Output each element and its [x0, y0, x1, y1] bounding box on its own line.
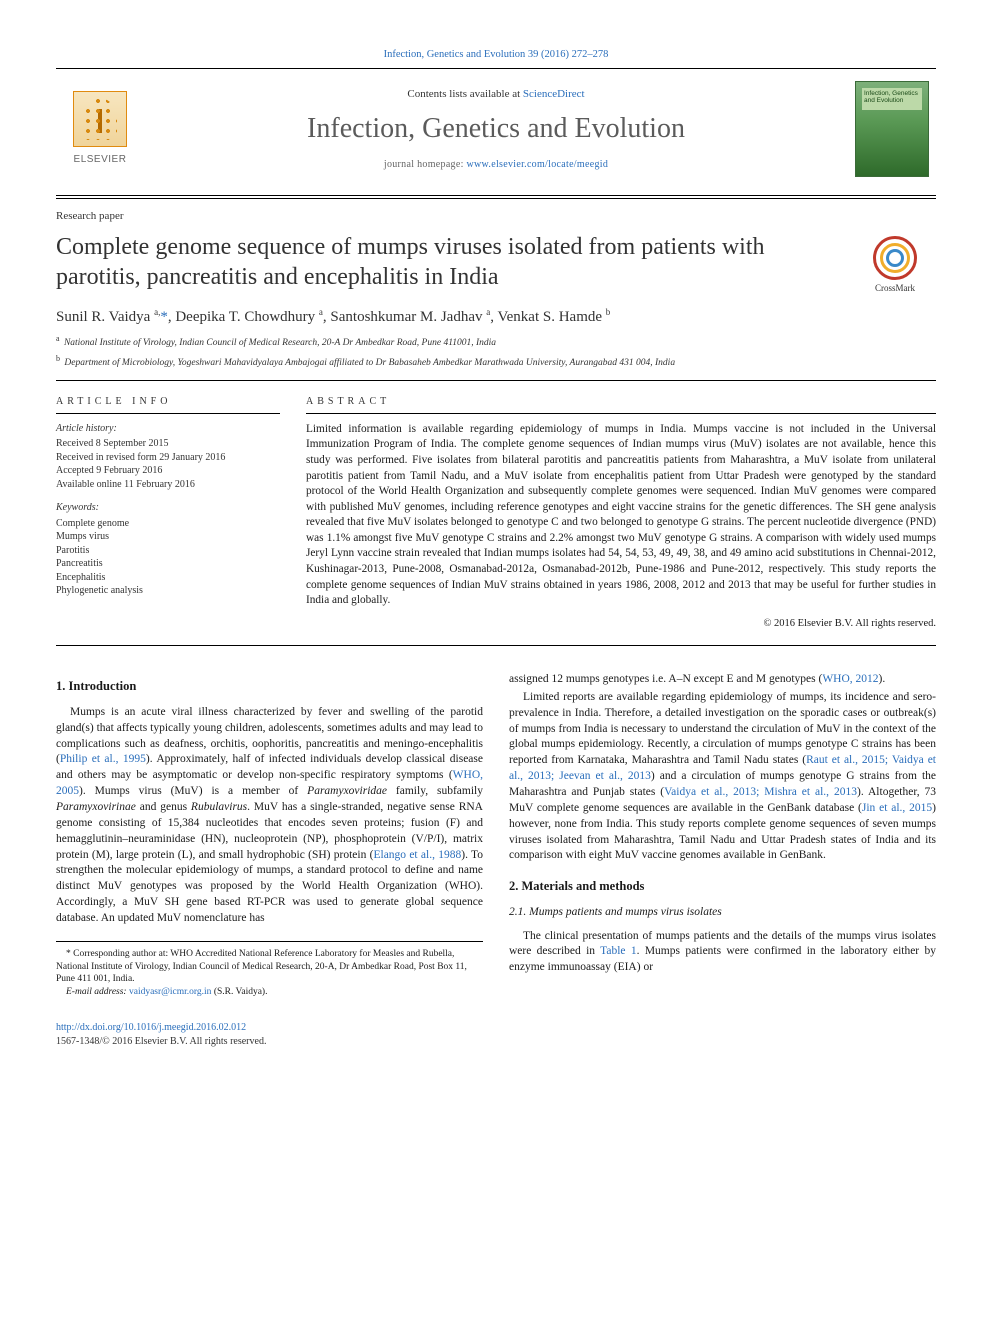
keyword: Mumps virus	[56, 530, 280, 544]
sciencedirect-link[interactable]: ScienceDirect	[523, 88, 585, 100]
history-line: Received in revised form 29 January 2016	[56, 451, 280, 465]
history-label: Article history:	[56, 422, 280, 436]
rule-top	[56, 68, 936, 69]
body-column-left: 1. Introduction Mumps is an acute viral …	[56, 672, 483, 1048]
keyword: Phylogenetic analysis	[56, 584, 280, 598]
running-head: Infection, Genetics and Evolution 39 (20…	[56, 48, 936, 62]
crossmark-icon	[873, 236, 917, 280]
authors-line: Sunil R. Vaidya a,*, Deepika T. Chowdhur…	[56, 306, 936, 327]
rule-header-bottom-1	[56, 195, 936, 196]
article-info-block: article info Article history: Received 8…	[56, 395, 280, 631]
journal-title: Infection, Genetics and Evolution	[162, 110, 830, 148]
journal-cover-thumb: Infection, Genetics and Evolution	[848, 79, 936, 179]
paragraph: Mumps is an acute viral illness characte…	[56, 705, 483, 927]
history-line: Available online 11 February 2016	[56, 478, 280, 492]
keyword: Pancreatitis	[56, 557, 280, 571]
contents-line: Contents lists available at ScienceDirec…	[162, 87, 830, 102]
rule-below-abstract	[56, 645, 936, 646]
section-2-heading: 2. Materials and methods	[509, 878, 936, 895]
journal-homepage-link[interactable]: www.elsevier.com/locate/meegid	[466, 159, 608, 170]
affiliations: a National Institute of Virology, Indian…	[56, 333, 936, 370]
elsevier-tree-icon	[73, 91, 127, 147]
keyword: Encephalitis	[56, 571, 280, 585]
affiliation: b Department of Microbiology, Yogeshwari…	[56, 353, 936, 370]
author-email-link[interactable]: vaidyasr@icmr.org.in	[129, 987, 211, 997]
email-attrib: (S.R. Vaidya).	[211, 987, 267, 997]
homepage-prefix: journal homepage:	[384, 159, 467, 170]
crossmark-badge[interactable]: CrossMark	[854, 236, 936, 294]
keywords-label: Keywords:	[56, 501, 280, 515]
paragraph: assigned 12 mumps genotypes i.e. A–N exc…	[509, 672, 936, 688]
section-1-heading: 1. Introduction	[56, 678, 483, 695]
rule-below-affil	[56, 380, 936, 381]
publisher-logo: ELSEVIER	[56, 79, 144, 179]
keyword: Complete genome	[56, 517, 280, 531]
article-info-heading: article info	[56, 395, 280, 414]
paragraph: Limited reports are available regarding …	[509, 690, 936, 864]
abstract-block: abstract Limited information is availabl…	[306, 395, 936, 631]
footnotes-block: * Corresponding author at: WHO Accredite…	[56, 941, 483, 999]
publisher-wordmark: ELSEVIER	[74, 153, 127, 167]
body-column-right: assigned 12 mumps genotypes i.e. A–N exc…	[509, 672, 936, 1048]
abstract-copyright: © 2016 Elsevier B.V. All rights reserved…	[306, 617, 936, 631]
running-head-link[interactable]: Infection, Genetics and Evolution 39 (20…	[384, 49, 609, 60]
abstract-heading: abstract	[306, 395, 936, 414]
cover-caption: Infection, Genetics and Evolution	[864, 90, 920, 104]
section-2-1-heading: 2.1. Mumps patients and mumps virus isol…	[509, 905, 936, 921]
journal-header: ELSEVIER Contents lists available at Sci…	[56, 79, 936, 189]
abstract-text: Limited information is available regardi…	[306, 422, 936, 609]
affiliation: a National Institute of Virology, Indian…	[56, 333, 936, 350]
crossmark-label: CrossMark	[875, 282, 915, 294]
history-line: Received 8 September 2015	[56, 437, 280, 451]
history-line: Accepted 9 February 2016	[56, 464, 280, 478]
doi-block: http://dx.doi.org/10.1016/j.meegid.2016.…	[56, 1021, 483, 1048]
rule-header-bottom-2	[56, 198, 936, 199]
email-footnote: E-mail address: vaidyasr@icmr.org.in (S.…	[56, 986, 483, 999]
doi-link[interactable]: http://dx.doi.org/10.1016/j.meegid.2016.…	[56, 1022, 246, 1033]
keyword: Parotitis	[56, 544, 280, 558]
email-label: E-mail address:	[66, 987, 127, 997]
issn-line: 1567-1348/© 2016 Elsevier B.V. All right…	[56, 1036, 266, 1047]
corresponding-author-footnote: * Corresponding author at: WHO Accredite…	[56, 948, 483, 986]
journal-homepage: journal homepage: www.elsevier.com/locat…	[162, 158, 830, 172]
journal-cover-icon: Infection, Genetics and Evolution	[855, 81, 929, 177]
article-type-label: Research paper	[56, 209, 936, 224]
paragraph: The clinical presentation of mumps patie…	[509, 929, 936, 977]
paper-title: Complete genome sequence of mumps viruse…	[56, 232, 836, 292]
contents-prefix: Contents lists available at	[407, 88, 522, 100]
